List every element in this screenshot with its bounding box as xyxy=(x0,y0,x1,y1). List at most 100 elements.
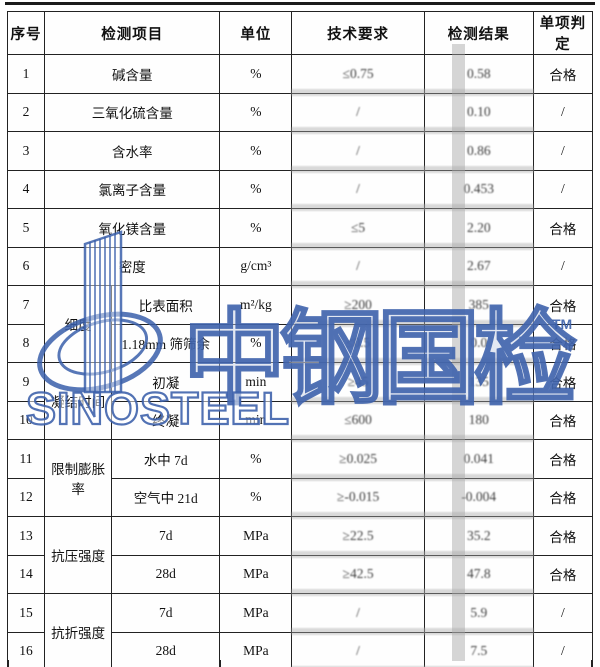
cell-no: 12 xyxy=(6,477,46,517)
header-verdict: 单项判定 xyxy=(532,11,594,55)
cell-unit: % xyxy=(219,439,293,479)
cell-unit: min xyxy=(219,362,293,402)
table-row: 15 抗折强度 7d MPa / 5.9 / xyxy=(6,593,594,667)
cell-verdict: 合格 xyxy=(532,439,594,479)
table-edge-stub xyxy=(591,660,593,667)
cell-item: 氧化镁含量 xyxy=(44,208,221,248)
cell-result: -0.004 xyxy=(423,477,535,519)
table-row: 10 终凝 min ≤600 180 合格 xyxy=(6,400,594,442)
header-result: 检测结果 xyxy=(423,11,534,55)
cell-requirement: ≥45 xyxy=(291,362,426,404)
header-item: 检测项目 xyxy=(44,11,221,55)
header-no: 序号 xyxy=(6,11,46,55)
test-results-table: 序号 检测项目 单位 技术要求 检测结果 单项判定 1 碱含量 % ≤0.75 … xyxy=(6,11,594,667)
cell-no: 13 xyxy=(6,516,46,556)
table-row: 14 28d MPa ≥42.5 47.8 合格 xyxy=(6,554,594,596)
cell-unit: MPa xyxy=(219,554,293,594)
cell-unit: % xyxy=(219,208,293,248)
cell-unit: MPa xyxy=(219,593,293,633)
cell-requirement: ≥0.025 xyxy=(291,439,426,481)
table-row: 6 密度 g/cm³ / 2.67 / xyxy=(6,246,594,288)
cell-unit: MPa xyxy=(219,631,293,667)
cell-result: 7.5 xyxy=(423,631,535,667)
cell-item: 氯离子含量 xyxy=(44,169,221,209)
cell-item: 28d xyxy=(111,554,221,594)
cell-no: 14 xyxy=(6,554,46,594)
cell-unit: % xyxy=(219,169,293,209)
cell-requirement: / xyxy=(291,131,426,173)
header-unit: 单位 xyxy=(219,11,293,55)
cell-result: 5.9 xyxy=(423,593,535,635)
cell-result: 0.453 xyxy=(423,169,535,211)
top-rule xyxy=(5,2,595,5)
cell-no: 4 xyxy=(6,169,46,209)
cell-verdict: 合格 xyxy=(532,54,594,94)
cell-result: 2.20 xyxy=(423,208,535,250)
cell-item: 密度 xyxy=(44,246,221,286)
cell-no: 10 xyxy=(6,400,46,440)
cell-requirement: ≥-0.015 xyxy=(291,477,426,519)
cell-group-setting-time: 凝结时间 xyxy=(44,362,113,440)
cell-item: 三氧化硫含量 xyxy=(44,92,221,132)
cell-unit: % xyxy=(219,131,293,171)
cell-unit: % xyxy=(219,477,293,517)
cell-requirement: / xyxy=(291,92,426,134)
cell-item: 含水率 xyxy=(44,131,221,171)
cell-unit: m²/kg xyxy=(219,285,293,325)
cell-verdict: / xyxy=(532,631,594,667)
cell-group-expansion: 限制膨胀率 xyxy=(44,439,113,517)
cell-result: 0.86 xyxy=(423,131,535,173)
cell-no: 11 xyxy=(6,439,46,479)
cell-no: 15 xyxy=(6,593,46,633)
cell-requirement: / xyxy=(291,631,426,667)
cell-result: 47.8 xyxy=(423,554,535,596)
cell-result: 180 xyxy=(423,400,535,442)
cell-verdict: 合格 xyxy=(532,477,594,517)
cell-item: 比表面积 xyxy=(111,285,221,325)
cell-no: 5 xyxy=(6,208,46,248)
cell-no: 3 xyxy=(6,131,46,171)
cell-no: 9 xyxy=(6,362,46,402)
cell-item: 空气中 21d xyxy=(111,477,221,517)
cell-result: 0.0 xyxy=(423,323,535,365)
table-row: 11 限制膨胀率 水中 7d % ≥0.025 0.041 合格 xyxy=(6,439,594,517)
cell-result: 0.10 xyxy=(423,92,535,134)
cell-result: 2.67 xyxy=(423,246,535,288)
header-requirement: 技术要求 xyxy=(291,11,425,55)
cell-verdict: 合格 xyxy=(532,362,594,402)
cell-item: 7d xyxy=(111,516,221,556)
cell-no: 8 xyxy=(6,323,46,363)
cell-item: 初凝 xyxy=(111,362,221,402)
cell-no: 2 xyxy=(6,92,46,132)
cell-verdict: / xyxy=(532,593,594,633)
cell-verdict: 合格 xyxy=(532,400,594,440)
cell-no: 16 xyxy=(6,631,46,667)
table-row: 13 抗压强度 7d MPa ≥22.5 35.2 合格 xyxy=(6,516,594,594)
cell-requirement: ≥200 xyxy=(291,285,426,327)
cell-verdict: 合格 xyxy=(532,285,594,325)
cell-no: 6 xyxy=(6,246,46,286)
table-row: 16 28d MPa / 7.5 / xyxy=(6,631,594,667)
cell-group-flexural: 抗折强度 xyxy=(44,593,113,667)
cell-result: 385 xyxy=(423,285,535,327)
cell-result: 0.58 xyxy=(423,54,535,96)
cell-unit: % xyxy=(219,92,293,132)
cell-requirement: ≥42.5 xyxy=(291,554,426,596)
cell-verdict: / xyxy=(532,92,594,132)
cell-verdict: 合格 xyxy=(532,554,594,594)
cell-verdict: 合格 xyxy=(532,323,594,363)
cell-item: 碱含量 xyxy=(44,54,221,94)
cell-unit: MPa xyxy=(219,516,293,556)
cell-requirement: ≥22.5 xyxy=(291,516,426,558)
cell-verdict: 合格 xyxy=(532,208,594,248)
table-edge-stub xyxy=(219,660,221,667)
cell-group-compressive: 抗压强度 xyxy=(44,516,113,594)
table-row: 3 含水率 % / 0.86 / xyxy=(6,131,594,173)
table-row: 4 氯离子含量 % / 0.453 / xyxy=(6,169,594,211)
cell-requirement: / xyxy=(291,246,426,288)
cell-group-fineness: 细度 xyxy=(44,285,113,363)
cell-unit: % xyxy=(219,54,293,94)
cell-result: 35.2 xyxy=(423,516,535,558)
cell-item: 7d xyxy=(111,593,221,633)
